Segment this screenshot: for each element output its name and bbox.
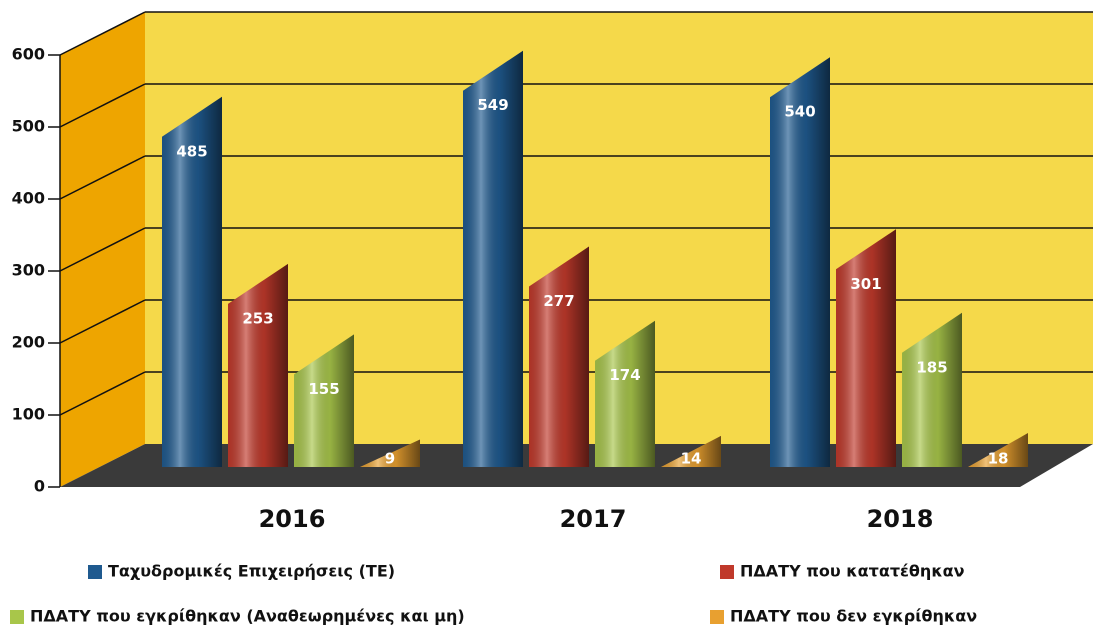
bar-shade <box>902 312 962 467</box>
legend-label: ΠΔΑΤΥ που εγκρίθηκαν (Αναθεωρημένες και … <box>30 607 465 626</box>
grid-line <box>59 83 146 128</box>
data-label: 155 <box>308 380 339 398</box>
legend-swatch <box>88 565 102 579</box>
bar-shade <box>529 246 589 467</box>
y-tick-label: 500 <box>12 117 45 136</box>
y-tick-label: 600 <box>12 45 45 64</box>
x-tick-label: 2016 <box>259 505 326 533</box>
legend-swatch <box>710 610 724 624</box>
legend-swatch <box>10 610 24 624</box>
grid-line <box>59 371 146 416</box>
data-label: 540 <box>784 103 815 121</box>
y-tick-label: 0 <box>34 477 45 496</box>
y-tick-label: 400 <box>12 189 45 208</box>
bar-shade <box>661 435 721 467</box>
data-label: 277 <box>543 292 574 310</box>
data-label: 185 <box>916 358 947 376</box>
legend-label: ΠΔΑΤΥ που κατατέθηκαν <box>740 562 965 581</box>
x-tick-label: 2018 <box>867 505 934 533</box>
bar-shade <box>595 320 655 467</box>
data-label: 301 <box>850 275 881 293</box>
grid-line <box>59 155 146 200</box>
grid-line <box>59 299 146 344</box>
data-label: 174 <box>609 366 640 384</box>
legend-label: ΠΔΑΤΥ που δεν εγκρίθηκαν <box>730 607 977 626</box>
bar-shade <box>463 50 523 467</box>
bar-shade <box>162 96 222 468</box>
data-label: 18 <box>988 450 1009 468</box>
grid-line <box>59 227 146 272</box>
bar-shade <box>770 57 830 467</box>
data-label: 549 <box>477 96 508 114</box>
bar-shade <box>294 334 354 467</box>
grid-line <box>59 11 146 56</box>
y-tick-label: 200 <box>12 333 45 352</box>
data-label: 14 <box>681 450 702 468</box>
y-tick-label: 100 <box>12 405 45 424</box>
bar-shade <box>360 439 420 467</box>
legend-label: Ταχυδρομικές Επιχειρήσεις (ΤΕ) <box>108 562 395 581</box>
data-label: 9 <box>385 450 395 468</box>
legend-swatch <box>720 565 734 579</box>
bar-shade <box>836 229 896 467</box>
bar-shade <box>968 433 1028 467</box>
x-tick-label: 2017 <box>560 505 627 533</box>
y-tick-label: 300 <box>12 261 45 280</box>
data-label: 485 <box>176 142 207 160</box>
bar-shade <box>228 263 288 467</box>
data-label: 253 <box>242 309 273 327</box>
